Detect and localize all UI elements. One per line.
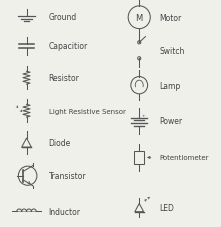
Text: Power: Power [159,117,182,126]
Text: Transistor: Transistor [49,171,86,180]
Text: Light Resistive Sensor: Light Resistive Sensor [49,108,126,114]
Text: +: + [142,113,145,117]
Text: Lamp: Lamp [159,81,180,90]
Text: Motor: Motor [159,14,181,23]
Text: Diode: Diode [49,138,71,148]
Bar [134,151,144,165]
Text: Inductor: Inductor [49,207,81,216]
Text: Resistor: Resistor [49,74,80,83]
Text: Ground: Ground [49,12,77,22]
Text: Switch: Switch [159,47,185,56]
Text: Capacitior: Capacitior [49,42,88,51]
Text: LED: LED [159,203,174,212]
Text: Potentiometer: Potentiometer [159,155,209,161]
Text: M: M [136,14,143,23]
